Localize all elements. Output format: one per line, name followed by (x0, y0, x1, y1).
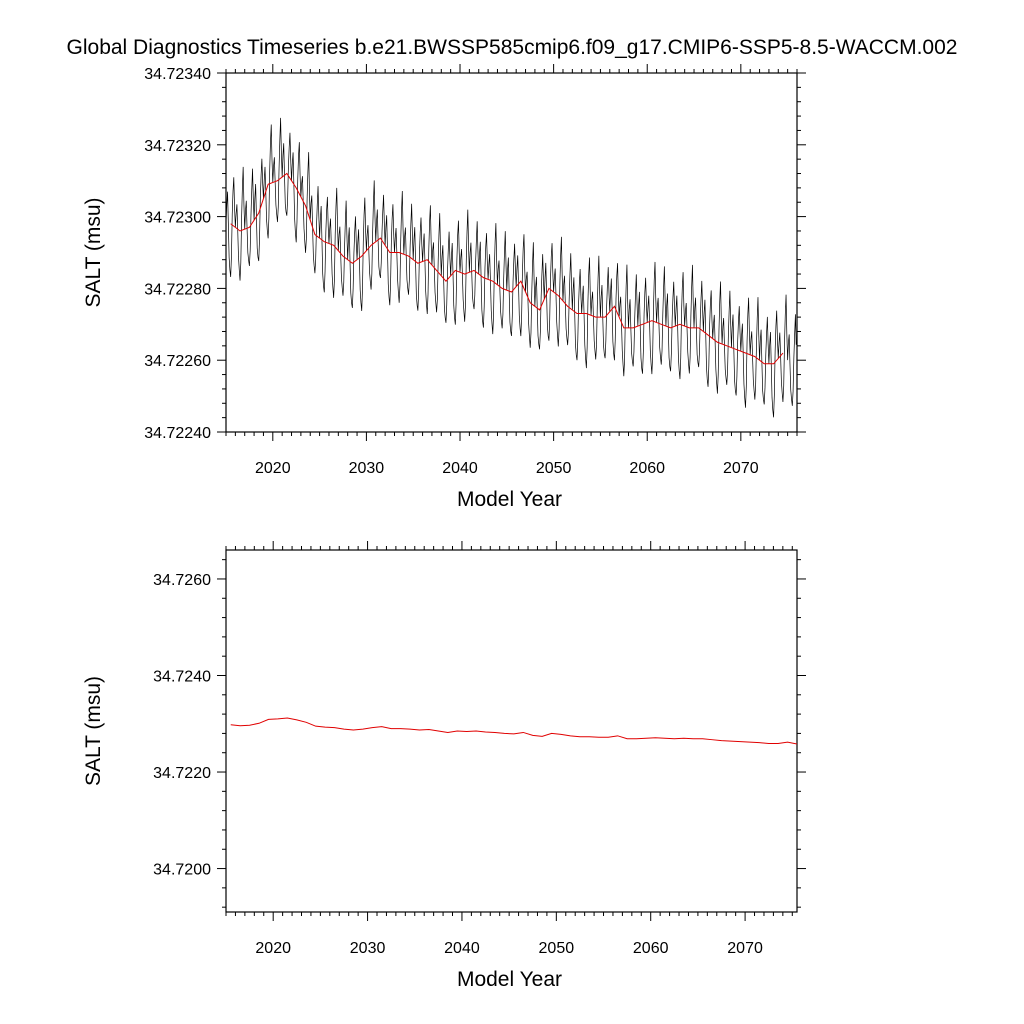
monthly-series-line (226, 117, 797, 418)
y-tick-label: 34.72240 (144, 425, 211, 442)
y-tick-label: 34.7260 (153, 572, 211, 589)
x-tick-label: 2070 (727, 940, 763, 957)
y-tick-label: 34.7200 (153, 862, 211, 879)
x-tick-label: 2060 (633, 940, 669, 957)
x-tick-label: 2060 (629, 460, 665, 477)
chart-title: Global Diagnostics Timeseries b.e21.BWSS… (66, 36, 958, 59)
x-tick-label: 2030 (349, 460, 385, 477)
x-tick-label: 2050 (539, 940, 575, 957)
y-axis-label: SALT (msu) (82, 197, 105, 307)
annual-mean-series-line (230, 172, 784, 365)
y-tick-label: 34.72260 (144, 353, 211, 370)
y-tick-label: 34.7220 (153, 765, 211, 782)
x-tick-label: 2020 (255, 460, 291, 477)
x-axis-label: Model Year (457, 968, 562, 991)
y-axis-label: SALT (msu) (82, 676, 105, 786)
x-tick-label: 2040 (444, 940, 480, 957)
x-tick-label: 2030 (350, 940, 386, 957)
annual-mean-series-line (230, 717, 797, 745)
panel-bottom: 2020 2030 2040 2050 2060 2070 34.7200 34.7220 34… (82, 541, 806, 991)
plot-frame (225, 549, 798, 913)
panel-top: 2020 2030 2040 2050 2060 2070 34.72240 34.72260… (82, 64, 806, 511)
plot-frame (225, 72, 798, 433)
x-tick-label: 2070 (723, 460, 759, 477)
y-tick-label: 34.72320 (144, 138, 211, 155)
x-axis-label: Model Year (457, 488, 562, 511)
y-tick-label: 34.72280 (144, 281, 211, 298)
y-tick-label: 34.72340 (144, 66, 211, 83)
y-tick-label: 34.7240 (153, 668, 211, 685)
y-tick-label: 34.72300 (144, 210, 211, 227)
x-tick-label: 2050 (536, 460, 572, 477)
x-tick-label: 2020 (255, 940, 291, 957)
x-tick-label: 2040 (442, 460, 478, 477)
